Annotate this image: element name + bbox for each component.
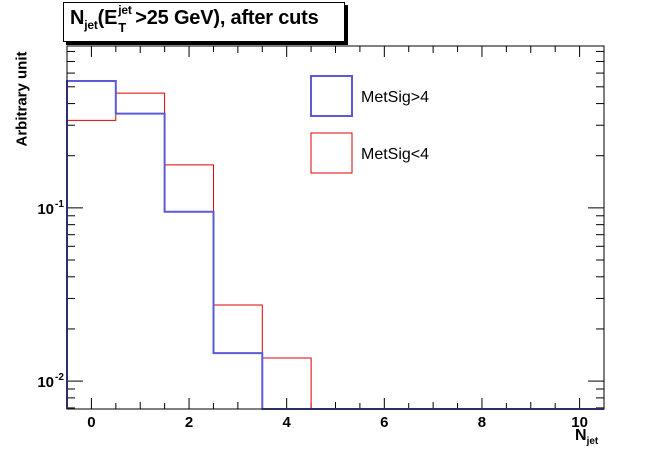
x-axis-label-sub: jet xyxy=(586,436,599,448)
title-et-sup: jet xyxy=(118,3,132,17)
title-rest: >25 GeV), after cuts xyxy=(135,7,319,29)
y-tick-label: 10 xyxy=(37,201,54,218)
x-axis-label: Njet xyxy=(575,427,598,447)
title-et-sub: T xyxy=(118,20,127,35)
x-axis-label-main: N xyxy=(575,427,587,444)
histogram-metsig-gt4 xyxy=(66,80,604,410)
title-main: N xyxy=(70,7,85,29)
chart-title-box: Njet(E jet T >25 GeV), after cuts xyxy=(63,2,345,42)
legend: MetSig>4 MetSig<4 xyxy=(310,75,429,174)
y-tick-label: 10 xyxy=(37,374,54,391)
legend-label: MetSig>4 xyxy=(361,89,429,106)
y-tick-label-exponent: -2 xyxy=(55,372,64,383)
x-tick-label: 6 xyxy=(380,414,388,431)
legend-label: MetSig<4 xyxy=(361,146,429,163)
x-tick-label: 8 xyxy=(478,414,486,431)
x-tick-label: 0 xyxy=(87,414,95,431)
axis-ticks xyxy=(67,46,604,409)
plot-frame xyxy=(66,45,605,410)
legend-swatch xyxy=(310,75,353,117)
title-paren-open: (E xyxy=(97,7,118,29)
legend-swatch xyxy=(310,132,353,174)
histogram-metsig-lt4 xyxy=(66,92,604,410)
y-tick-label-exponent: -1 xyxy=(55,199,64,210)
x-tick-label: 2 xyxy=(185,414,193,431)
x-tick-label: 10 xyxy=(571,414,588,431)
chart-title: Njet(E jet T >25 GeV), after cuts xyxy=(70,3,319,35)
title-main-sub: jet xyxy=(84,18,98,32)
histogram-series xyxy=(66,80,604,410)
y-axis-label: Arbitrary unit xyxy=(13,51,31,147)
x-tick-label: 4 xyxy=(283,414,292,431)
